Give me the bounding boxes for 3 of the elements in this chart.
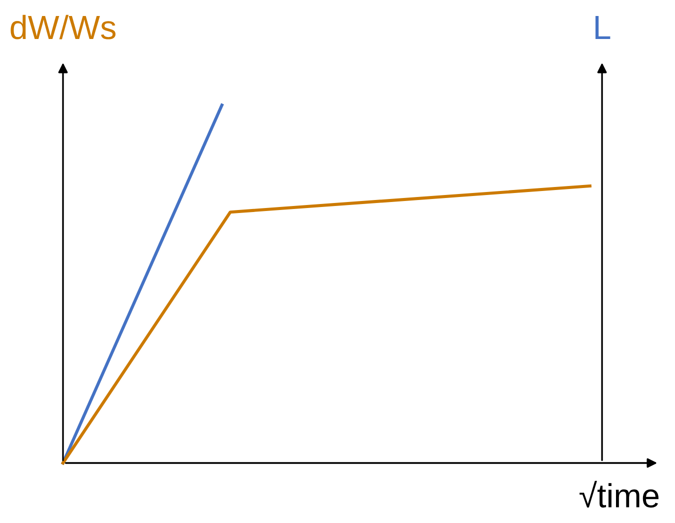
y-axis-title: dW/Ws [10,14,116,40]
y2-axis-title: L [596,16,610,39]
x-axis-title: √time [580,480,659,508]
